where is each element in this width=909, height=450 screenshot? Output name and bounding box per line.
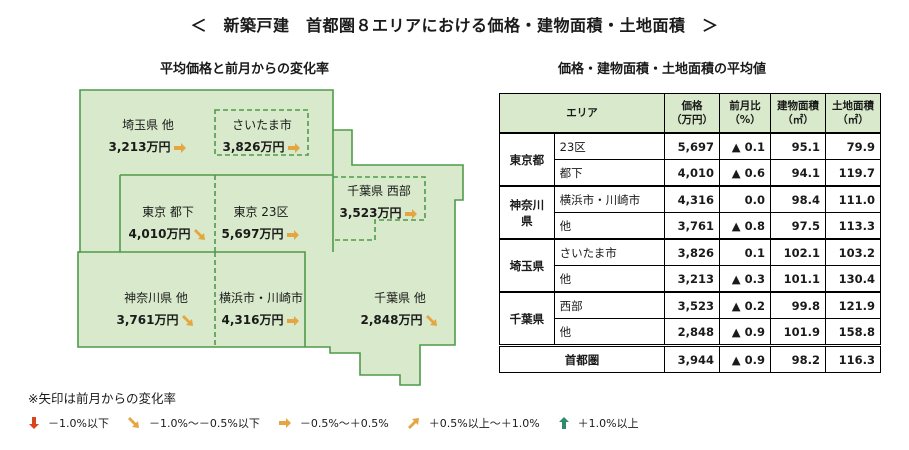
down-right-arrow-icon xyxy=(194,229,206,240)
legend-item: －1.0%～－0.5%以下 xyxy=(127,415,260,431)
page-title: ＜ 新築戸建 首都圏８エリアにおける価格・建物面積・土地面積 ＞ xyxy=(190,16,719,35)
right-arrow-icon xyxy=(287,315,300,326)
table-row: 他 3,761 ▲ 0.8 97.5 113.3 xyxy=(500,212,881,240)
down-arrow-icon xyxy=(29,417,39,429)
up-right-arrow-icon xyxy=(407,418,419,429)
map-title: 平均価格と前月からの変化率 xyxy=(160,62,330,77)
table-title: 価格・建物面積・土地面積の平均値 xyxy=(558,62,767,77)
sub-area: 他 xyxy=(553,318,666,346)
sub-area: 23区 xyxy=(553,132,666,160)
right-arrow-icon xyxy=(278,418,291,428)
header-change: 前月比 （%） xyxy=(719,93,771,134)
down-right-arrow-icon xyxy=(426,315,438,326)
sub-area: さいたま市 xyxy=(553,238,666,266)
arrow-note: ※矢印は前月からの変化率 xyxy=(28,391,176,406)
table-row: 都下 4,010 ▲ 0.6 94.1 119.7 xyxy=(500,159,881,187)
map-outline xyxy=(77,89,464,386)
region-saitama-other: 埼玉県 他 3,213万円 xyxy=(103,116,193,155)
table-row: 神奈川県 横浜市・川崎市 4,316 0.0 98.4 111.0 xyxy=(499,185,881,240)
right-arrow-icon xyxy=(288,142,301,153)
sub-area: 西部 xyxy=(553,291,666,319)
right-arrow-icon xyxy=(287,229,300,240)
border-saitama-city xyxy=(214,109,309,156)
region-tokyo-tama: 東京 都下 4,010万円 xyxy=(124,203,212,242)
header-land: 土地面積 （㎡） xyxy=(825,93,881,134)
table-row: 他 2,848 ▲ 0.9 101.9 158.8 xyxy=(500,318,881,346)
total-label: 首都圏 xyxy=(499,344,665,373)
header-price: 価格 （万円） xyxy=(664,93,720,134)
down-right-arrow-icon xyxy=(127,417,139,428)
legend-item: ＋0.5%以上～＋1.0% xyxy=(407,415,540,431)
sub-area: 他 xyxy=(553,212,666,240)
group-name: 神奈川県 xyxy=(499,185,555,240)
right-arrow-icon xyxy=(405,208,418,219)
table-total-row: 首都圏 3,944 ▲ 0.9 98.2 116.3 xyxy=(499,344,881,373)
data-table: エリア 価格 （万円） 前月比 （%） 建物面積 （㎡） 土地面積 （㎡） 東京都 23… xyxy=(499,93,881,373)
region-chiba-other: 千葉県 他 2,848万円 xyxy=(355,289,445,328)
sub-area: 横浜市・川崎市 xyxy=(553,185,666,213)
region-saitama-city: さいたま市 3,826万円 xyxy=(216,116,308,155)
region-kanagawa-other: 神奈川県 他 3,761万円 xyxy=(100,289,212,328)
header-area: エリア xyxy=(499,93,665,134)
table-row: 東京都 23区 5,697 ▲ 0.1 95.1 79.9 xyxy=(499,132,881,187)
sub-area: 他 xyxy=(553,265,666,293)
table-header-row: エリア 価格 （万円） 前月比 （%） 建物面積 （㎡） 土地面積 （㎡） xyxy=(499,93,881,134)
legend-item: －0.5%～＋0.5% xyxy=(278,415,389,431)
region-tokyo-23ku: 東京 23区 5,697万円 xyxy=(216,203,306,242)
table-row: 他 3,213 ▲ 0.3 101.1 130.4 xyxy=(500,265,881,293)
sub-area: 都下 xyxy=(553,159,666,187)
group-name: 東京都 xyxy=(499,132,555,187)
table-row: 千葉県 西部 3,523 ▲ 0.2 99.8 121.9 xyxy=(499,291,881,346)
legend-item: ＋1.0%以上 xyxy=(558,415,639,431)
legend: －1.0%以下 －1.0%～－0.5%以下 －0.5%～＋0.5% ＋0.5%以… xyxy=(28,415,657,431)
up-arrow-icon xyxy=(558,417,569,429)
border-chiba-west xyxy=(333,176,426,241)
group-name: 埼玉県 xyxy=(499,238,555,293)
right-arrow-icon xyxy=(174,142,187,153)
table-row: 埼玉県 さいたま市 3,826 0.1 102.1 103.2 xyxy=(499,238,881,293)
down-right-arrow-icon xyxy=(182,315,194,326)
header-building: 建物面積 （㎡） xyxy=(770,93,826,134)
border-kanagawa-tokyo23 xyxy=(215,251,306,347)
region-yokohama-kawasaki: 横浜市・川崎市 4,316万円 xyxy=(218,291,303,327)
group-name: 千葉県 xyxy=(499,291,555,346)
legend-item: －1.0%以下 xyxy=(28,415,109,431)
region-chiba-west: 千葉県 西部 3,523万円 xyxy=(333,182,425,221)
